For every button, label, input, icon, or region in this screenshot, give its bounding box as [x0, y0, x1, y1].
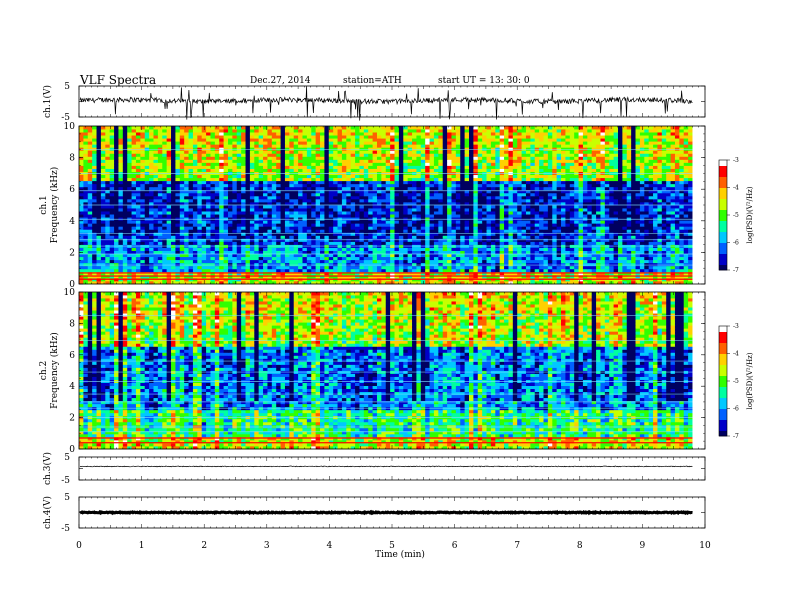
station-label: station=ATH — [343, 76, 402, 86]
ch1-spectrogram-panel: 0 2 4 6 8 10 ch.1 Frequency (kHz) — [39, 122, 706, 290]
x-tick-label: 3 — [264, 541, 270, 551]
x-tick-label: 7 — [514, 541, 520, 551]
y-tick-label: 6 — [69, 185, 75, 195]
y-tick-label: 2 — [69, 414, 75, 424]
y-tick-label: 10 — [64, 122, 76, 132]
channel-label: ch.2 — [39, 361, 49, 380]
date-label: Dec.27, 2014 — [250, 76, 311, 86]
colorbar-label: log(PSD)(V²/Hz) — [746, 352, 754, 409]
time-axis: 0 1 2 3 4 5 6 7 8 9 10 — [76, 541, 711, 551]
y-tick-label: 0 — [69, 280, 75, 290]
y-tick-label: -5 — [61, 524, 70, 534]
ch4-trace — [79, 509, 693, 516]
colorbar-tick-label: -5 — [733, 212, 739, 219]
x-axis-label: Time (min) — [375, 549, 425, 560]
y-tick-label: 0 — [69, 445, 75, 455]
x-tick-label: 8 — [577, 541, 583, 551]
x-tick-label: 0 — [76, 541, 82, 551]
y-tick-label: 8 — [69, 154, 75, 164]
x-tick-label: 9 — [640, 541, 646, 551]
frequency-axis-label: Frequency (kHz) — [49, 332, 60, 409]
ch1-colorbar: -3 -4 -5 -6 -7 log(PSD)(V²/Hz) — [718, 157, 754, 274]
y-axis-label: ch.3(V) — [42, 452, 53, 485]
x-tick-label: 1 — [139, 541, 145, 551]
y-tick-label: 6 — [69, 351, 75, 361]
ch1-waveform-panel: 5 -5 ch.1(V) — [42, 82, 706, 123]
y-tick-label: 5 — [64, 453, 70, 463]
colorbar-tick-label: -5 — [733, 378, 739, 385]
ch4-waveform-panel: 5 -5 ch.4(V) — [42, 493, 706, 534]
colorbar-tick-label: -3 — [733, 323, 739, 330]
y-axis-label: ch.1(V) — [42, 85, 53, 118]
y-tick-label: -5 — [61, 113, 70, 123]
colorbar-tick-label: -4 — [733, 185, 739, 192]
channel-label: ch.1 — [39, 195, 49, 214]
y-tick-label: 8 — [69, 319, 75, 329]
figure-title: VLF Spectra — [79, 73, 156, 87]
x-tick-label: 2 — [201, 541, 207, 551]
ch2-colorbar: -3 -4 -5 -6 -7 log(PSD)(V²/Hz) — [718, 323, 754, 440]
colorbar-tick-label: -7 — [733, 267, 739, 274]
y-tick-label: 2 — [69, 248, 75, 258]
colorbar-tick-label: -4 — [733, 351, 739, 358]
y-tick-label: 4 — [69, 217, 75, 227]
x-tick-label: 4 — [327, 541, 333, 551]
ch3-waveform-panel: 5 -5 ch.3(V) — [42, 452, 706, 486]
start-time-label: start UT = 13: 30: 0 — [438, 76, 530, 86]
y-tick-label: 5 — [64, 493, 70, 503]
x-tick-label: 6 — [452, 541, 458, 551]
y-tick-label: -5 — [61, 476, 70, 486]
x-tick-label: 5 — [389, 541, 395, 551]
y-tick-label: 10 — [64, 288, 76, 298]
colorbar-tick-label: -6 — [733, 406, 739, 413]
frequency-axis-label: Frequency (kHz) — [49, 167, 60, 244]
y-tick-label: 4 — [69, 382, 75, 392]
colorbar-tick-label: -3 — [733, 157, 739, 164]
y-axis-label: ch.4(V) — [42, 496, 53, 529]
ch1-trace — [79, 86, 693, 121]
ch2-spectrogram-panel: 0 2 4 6 8 10 ch.2 Frequency (kHz) — [39, 288, 706, 455]
colorbar-tick-label: -7 — [733, 433, 739, 440]
colorbar-label: log(PSD)(V²/Hz) — [746, 186, 754, 243]
colorbar-tick-label: -6 — [733, 240, 739, 247]
y-tick-label: 5 — [64, 82, 70, 92]
ch3-trace — [79, 465, 693, 468]
x-tick-label: 10 — [699, 541, 711, 551]
